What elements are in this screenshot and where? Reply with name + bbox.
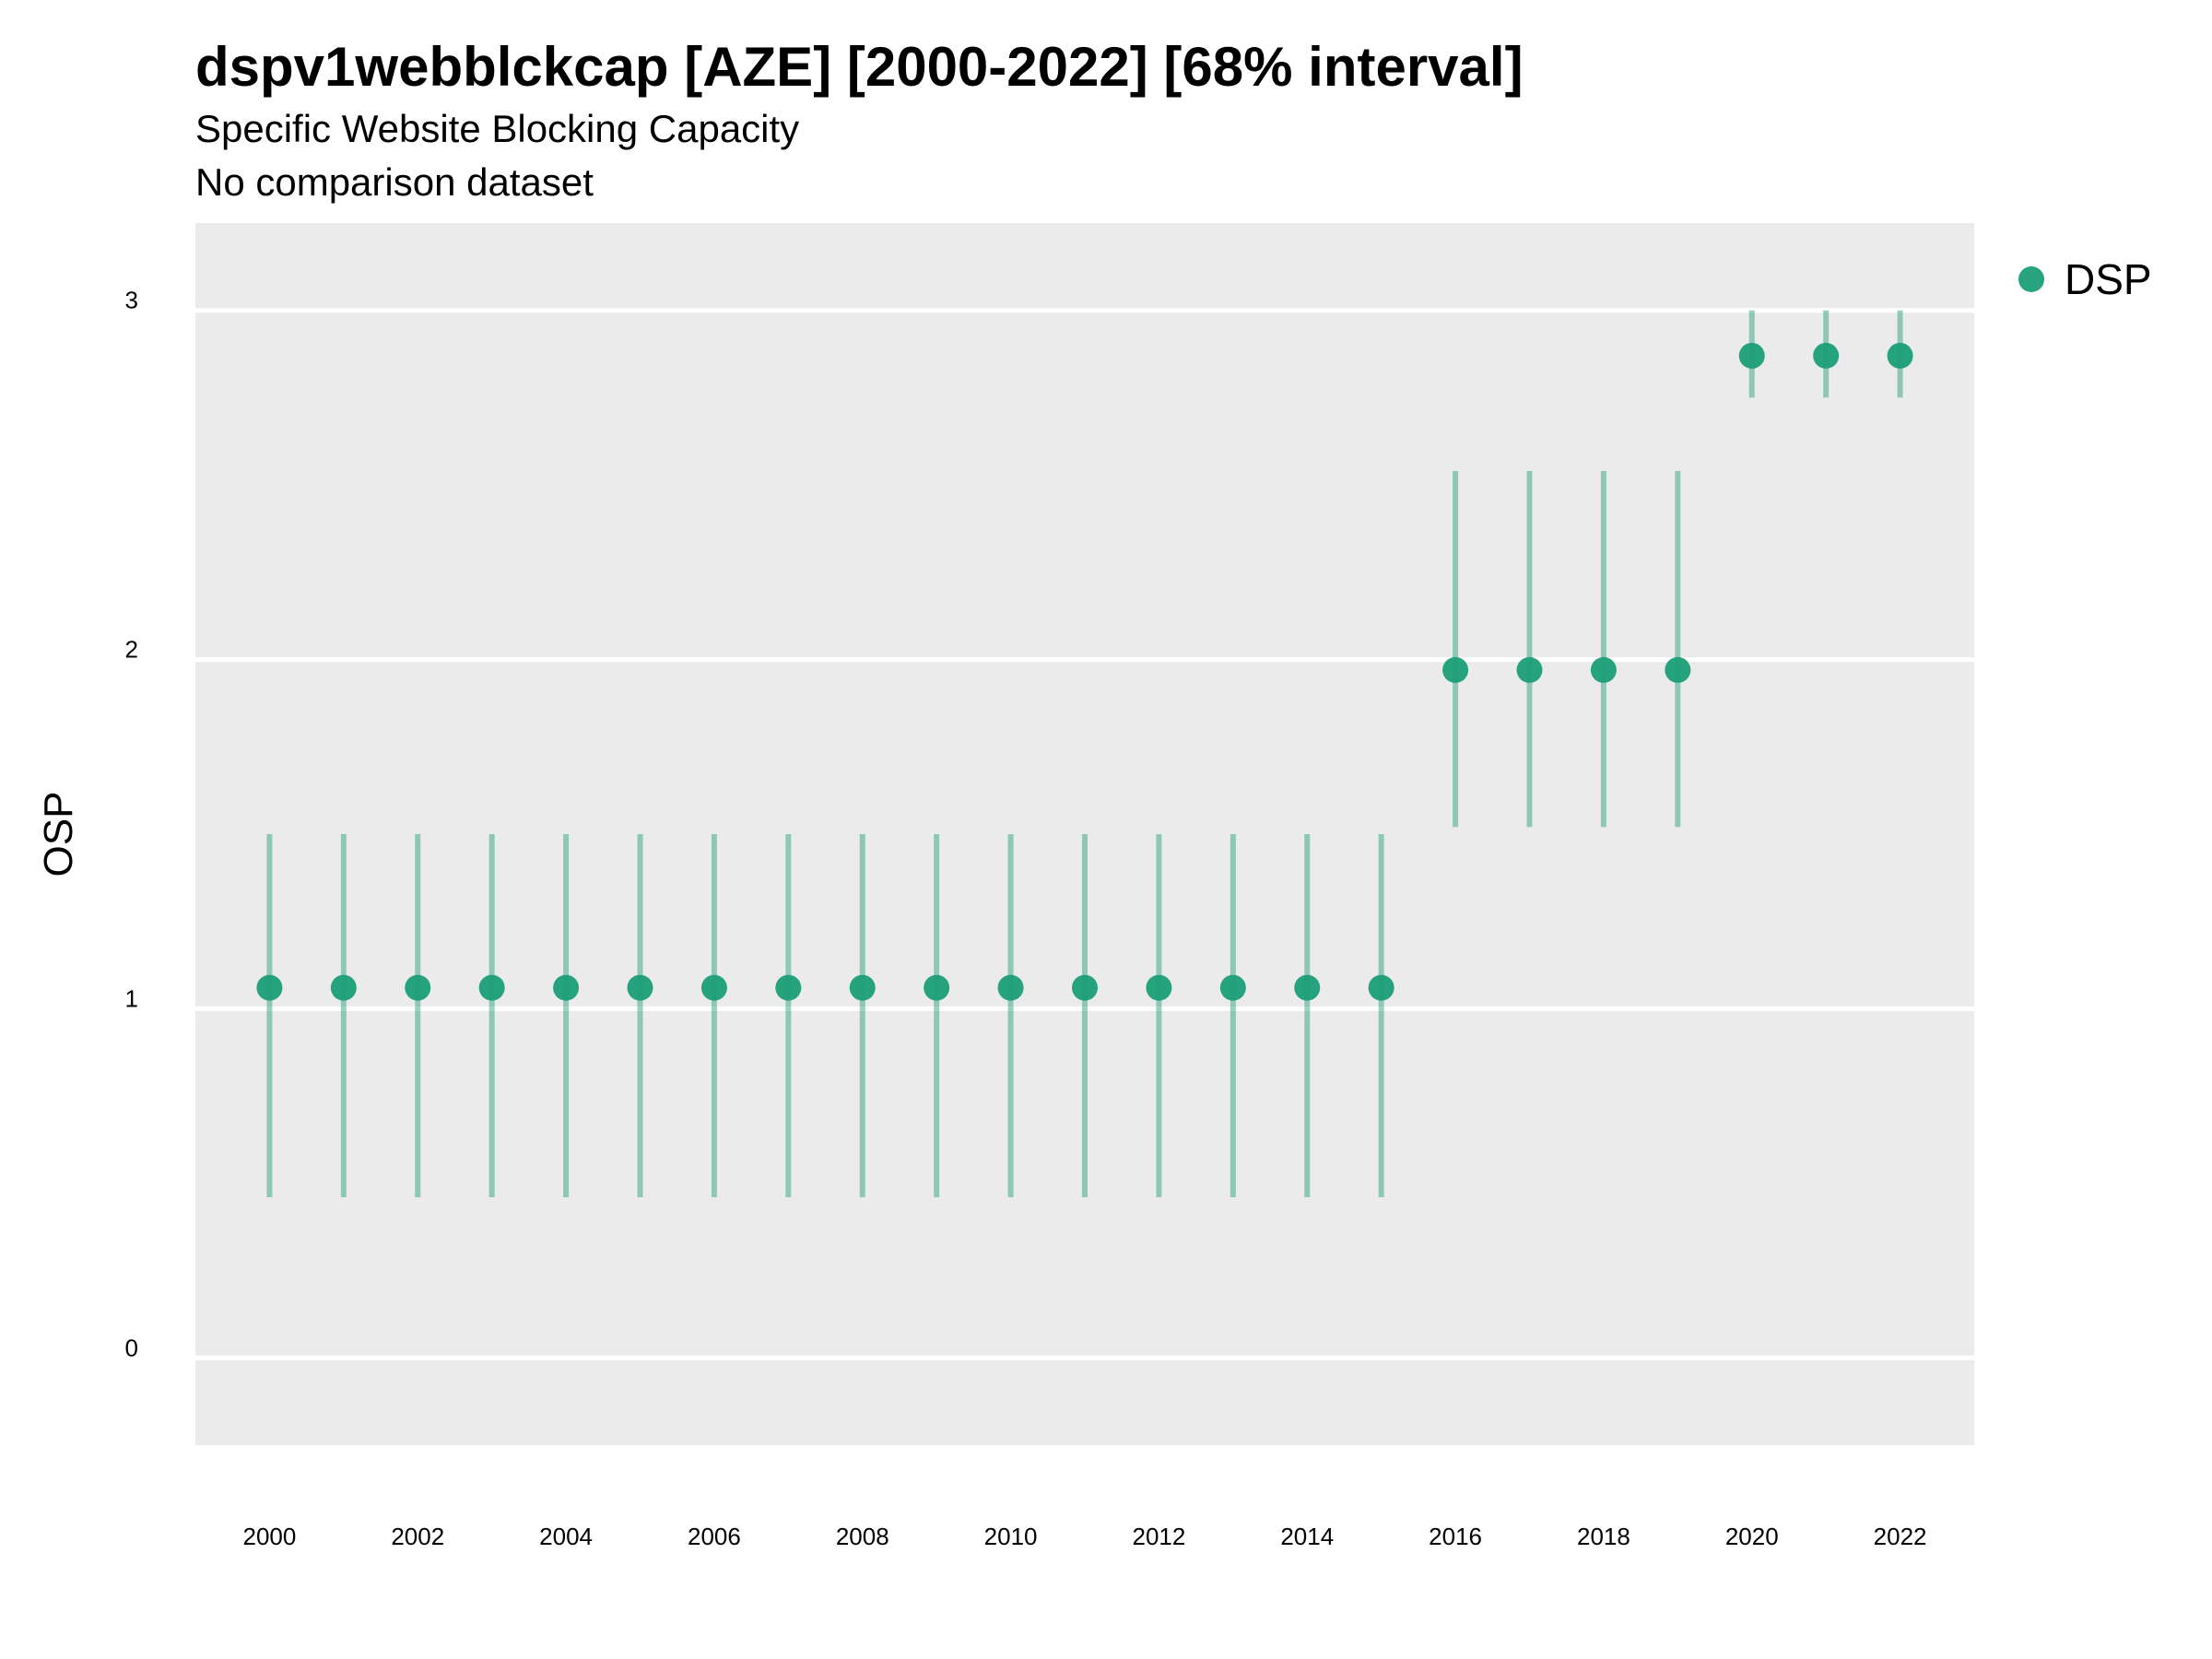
chart-title: dspv1webblckcap [AZE] [2000-2022] [68% i… bbox=[195, 36, 1524, 98]
data-point bbox=[849, 974, 876, 1001]
x-tick-label: 2014 bbox=[1280, 1523, 1334, 1550]
legend-key bbox=[2018, 266, 2044, 292]
legend-label: DSP bbox=[2065, 255, 2152, 303]
interval-bars bbox=[266, 310, 1903, 1198]
plot-panel bbox=[195, 223, 1974, 1445]
x-tick-label: 2018 bbox=[1577, 1523, 1630, 1550]
x-tick-label: 2004 bbox=[539, 1523, 593, 1550]
legend: DSP bbox=[2018, 255, 2152, 303]
data-point bbox=[1294, 974, 1321, 1001]
data-point bbox=[1738, 342, 1765, 369]
data-point bbox=[627, 974, 653, 1001]
x-tick-label: 2006 bbox=[688, 1523, 741, 1550]
data-point bbox=[1813, 342, 1840, 369]
data-point bbox=[553, 974, 580, 1001]
x-tick-label: 2020 bbox=[1725, 1523, 1779, 1550]
y-axis-label: OSP bbox=[36, 792, 81, 877]
data-point bbox=[405, 974, 431, 1001]
data-point bbox=[1665, 656, 1691, 683]
chart-subtitle: Specific Website Blocking Capacity bbox=[195, 107, 800, 150]
data-point bbox=[1590, 656, 1617, 683]
data-point bbox=[1442, 656, 1469, 683]
data-points bbox=[256, 342, 1913, 1001]
y-tick-labels: 0 1 2 3 bbox=[125, 287, 138, 1362]
x-tick-label: 2022 bbox=[1874, 1523, 1927, 1550]
x-tick-label: 2002 bbox=[391, 1523, 444, 1550]
data-point bbox=[478, 974, 505, 1001]
data-point bbox=[997, 974, 1024, 1001]
y-tick-label: 2 bbox=[125, 636, 138, 664]
data-point bbox=[256, 974, 283, 1001]
y-tick-label: 1 bbox=[125, 984, 138, 1012]
data-point bbox=[1516, 656, 1543, 683]
data-point bbox=[775, 974, 802, 1001]
data-point bbox=[1368, 974, 1394, 1001]
data-point bbox=[1219, 974, 1246, 1001]
chart-caption: No comparison dataset bbox=[195, 160, 594, 204]
y-tick-label: 0 bbox=[125, 1334, 138, 1361]
x-tick-label: 2012 bbox=[1132, 1523, 1185, 1550]
data-point bbox=[1072, 974, 1098, 1001]
x-tick-labels: 2000 2002 2004 2006 2008 2010 2012 2014 2016 2018… bbox=[242, 1523, 1926, 1550]
x-tick-label: 2008 bbox=[836, 1523, 889, 1550]
x-tick-label: 2000 bbox=[242, 1523, 296, 1550]
x-tick-label: 2010 bbox=[984, 1523, 1038, 1550]
y-tick-label: 3 bbox=[125, 287, 138, 314]
x-tick-label: 2016 bbox=[1429, 1523, 1482, 1550]
data-point bbox=[924, 974, 950, 1001]
data-point bbox=[1887, 342, 1913, 369]
data-point bbox=[700, 974, 727, 1001]
data-point bbox=[330, 974, 357, 1001]
data-point bbox=[1146, 974, 1172, 1001]
